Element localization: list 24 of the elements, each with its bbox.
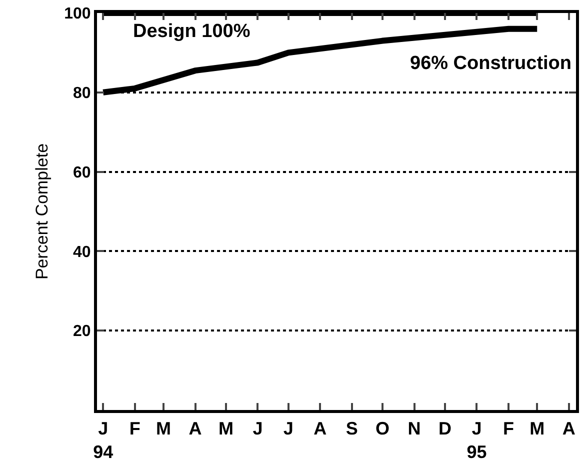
x-tick-label: J: [252, 418, 263, 439]
x-tick-label: J 94: [93, 418, 114, 462]
y-tick-label: 40: [73, 244, 91, 261]
x-tick-label: M: [530, 418, 545, 439]
x-tick-label: J 95: [466, 418, 487, 462]
y-tick-label: 80: [73, 85, 91, 102]
x-tick-label: O: [376, 418, 390, 439]
y-tick-label: 60: [73, 164, 91, 182]
y-axis-title: Percent Complete: [32, 143, 52, 280]
x-tick-label: F: [502, 418, 514, 439]
y-tick-label: 100: [64, 6, 91, 23]
x-tick-label: M: [218, 418, 234, 439]
x-tick-label: D: [438, 418, 452, 439]
x-tick-label: A: [562, 418, 576, 439]
annotation: Design 100%: [133, 21, 250, 42]
x-tick-label: S: [346, 418, 358, 439]
annotation: 96% Construction: [410, 53, 572, 74]
x-tick-label: N: [408, 418, 421, 439]
y-tick-label: 20: [73, 323, 91, 340]
x-tick-label: J: [283, 418, 294, 439]
x-tick-label: A: [188, 418, 202, 439]
x-tick-label: F: [129, 418, 140, 439]
x-tick-label: M: [156, 418, 172, 439]
x-tick-label: A: [314, 418, 327, 439]
